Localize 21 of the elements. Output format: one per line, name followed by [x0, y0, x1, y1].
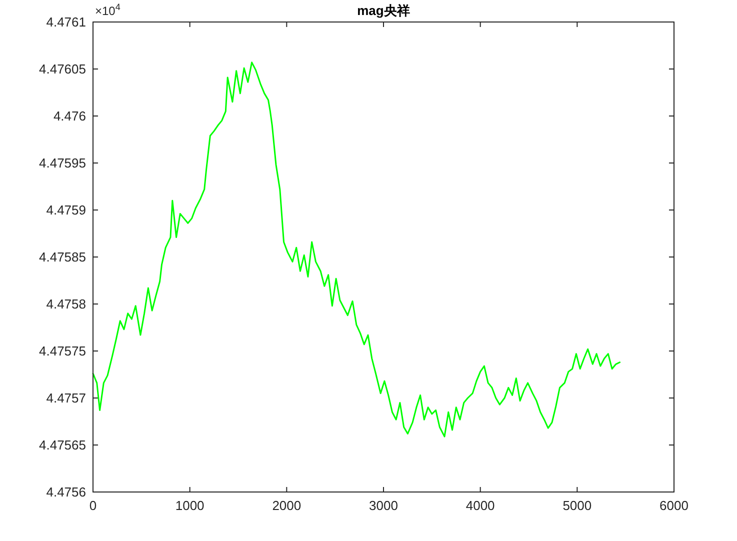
y-tick-label: 4.47585 — [39, 250, 86, 264]
line-series — [92, 62, 621, 438]
x-tick-label: 0 — [89, 498, 97, 513]
y-tick-label: 4.4759 — [46, 202, 86, 218]
y-tick-label: 4.4756 — [46, 484, 86, 500]
y-tick-label: 4.47595 — [39, 156, 86, 170]
y-tick-label: 4.47575 — [39, 344, 86, 358]
y-tick-label: 4.476 — [53, 108, 86, 124]
x-tick-label: 1000 — [175, 498, 204, 513]
x-tick-label: 5000 — [562, 498, 592, 513]
y-tick-label: 4.47565 — [39, 438, 86, 452]
x-tick-label: 2000 — [272, 498, 302, 513]
y-tick-label: 4.4758 — [46, 296, 86, 312]
chart-title: mag央祥 — [357, 3, 410, 18]
text: ×10$^{4}$ — [95, 2, 120, 18]
x-tick-label: 3000 — [369, 498, 398, 513]
y-tick-label: 4.4761 — [46, 14, 86, 30]
y-tick-label: 4.4757 — [46, 390, 86, 406]
x-tick-label: 6000 — [660, 498, 688, 513]
y-tick-label: 4.47605 — [39, 62, 86, 76]
x-tick-label: 4000 — [466, 498, 495, 513]
